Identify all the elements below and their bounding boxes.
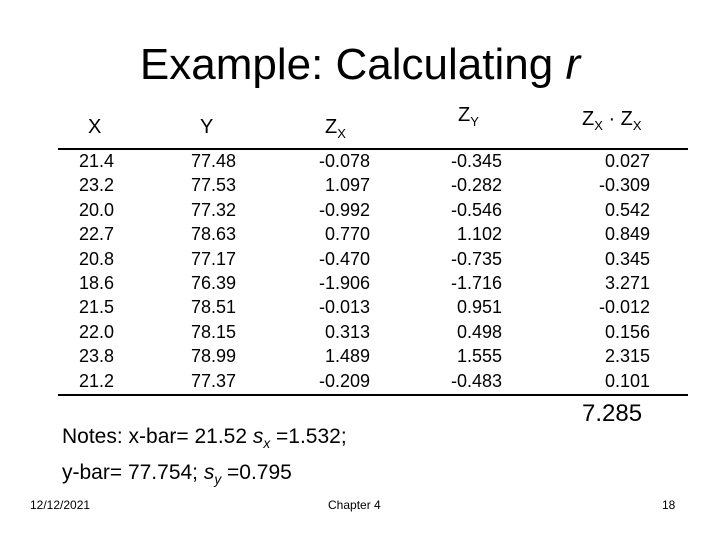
- column-y: 77.48 77.53 77.32 78.63 77.17 76.39 78.5…: [170, 149, 236, 393]
- cell-x: 21.2: [78, 370, 114, 391]
- cell-x: 21.5: [78, 297, 114, 318]
- cell-zx: -1.906: [318, 273, 370, 294]
- product-sum: 7.285: [582, 400, 643, 427]
- cell-zy: -0.282: [450, 175, 502, 196]
- cell-x: 20.8: [78, 248, 114, 269]
- cell-product: 0.849: [604, 224, 650, 245]
- cell-y: 78.99: [190, 346, 236, 367]
- footer-page-number: 18: [662, 498, 676, 512]
- table-bottom-rule: [58, 394, 688, 396]
- cell-product: -0.012: [598, 297, 650, 318]
- cell-product: -0.309: [598, 175, 650, 196]
- cell-y: 76.39: [190, 273, 236, 294]
- cell-y: 77.53: [190, 175, 236, 196]
- header-x: X: [88, 116, 102, 138]
- cell-zx: 0.770: [324, 224, 370, 245]
- notes-line-1: Notes: x-bar= 21.52 sx =1.532;: [62, 425, 347, 452]
- header-product: ZX · ZX: [582, 108, 642, 133]
- header-zy: ZY: [458, 104, 479, 129]
- footer-chapter: Chapter 4: [328, 498, 381, 512]
- title-variable: r: [565, 40, 581, 89]
- cell-zy: 1.102: [456, 224, 502, 245]
- cell-zx: -0.992: [318, 199, 370, 220]
- cell-zx: -0.470: [318, 248, 370, 269]
- cell-y: 78.63: [190, 224, 236, 245]
- column-zy: -0.345 -0.282 -0.546 1.102 -0.735 -1.716…: [426, 149, 502, 393]
- cell-product: 0.101: [604, 370, 650, 391]
- notes-line-2: y-bar= 77.754; sy =0.795: [62, 461, 292, 488]
- cell-zx: -0.013: [318, 297, 370, 318]
- slide-title: Example: Calculating r: [139, 40, 581, 89]
- cell-zy: 0.951: [456, 297, 502, 318]
- cell-zx: 1.097: [324, 175, 370, 196]
- cell-product: 3.271: [604, 273, 650, 294]
- cell-x: 22.0: [78, 321, 114, 342]
- cell-product: 0.156: [604, 321, 650, 342]
- cell-zy: 0.498: [456, 321, 502, 342]
- cell-y: 77.17: [190, 248, 236, 269]
- cell-product: 0.345: [604, 248, 650, 269]
- column-zx: -0.078 1.097 -0.992 0.770 -0.470 -1.906 …: [296, 149, 370, 393]
- column-x: 21.4 23.2 20.0 22.7 20.8 18.6 21.5 22.0 …: [62, 149, 114, 393]
- cell-zx: 1.489: [324, 346, 370, 367]
- cell-zy: -1.716: [450, 273, 502, 294]
- footer-date: 12/12/2021: [30, 498, 91, 512]
- cell-zx: -0.078: [318, 151, 370, 171]
- cell-y: 78.51: [190, 297, 236, 318]
- notes: Notes: x-bar= 21.52 sx =1.532; y-bar= 77…: [62, 422, 347, 494]
- cell-x: 18.6: [78, 273, 114, 294]
- cell-x: 21.4: [78, 151, 114, 171]
- cell-zy: -0.345: [450, 151, 502, 171]
- cell-zy: -0.483: [450, 370, 502, 391]
- cell-y: 77.37: [190, 370, 236, 391]
- cell-zy: -0.735: [450, 248, 502, 269]
- header-zx: ZX: [325, 116, 346, 141]
- cell-y: 77.32: [190, 199, 236, 220]
- cell-x: 23.2: [78, 175, 114, 196]
- cell-x: 23.8: [78, 346, 114, 367]
- cell-zy: -0.546: [450, 199, 502, 220]
- table-top-rule: [58, 148, 688, 150]
- cell-zy: 1.555: [456, 346, 502, 367]
- header-y: Y: [200, 116, 214, 138]
- cell-product: 0.027: [604, 151, 650, 171]
- cell-x: 22.7: [78, 224, 114, 245]
- cell-product: 0.542: [604, 199, 650, 220]
- cell-zx: -0.209: [318, 370, 370, 391]
- cell-product: 2.315: [604, 346, 650, 367]
- cell-x: 20.0: [78, 199, 114, 220]
- cell-y: 77.48: [190, 151, 236, 171]
- cell-y: 78.15: [190, 321, 236, 342]
- cell-zx: 0.313: [324, 321, 370, 342]
- column-product: 0.027 -0.309 0.542 0.849 0.345 3.271 -0.…: [574, 149, 650, 393]
